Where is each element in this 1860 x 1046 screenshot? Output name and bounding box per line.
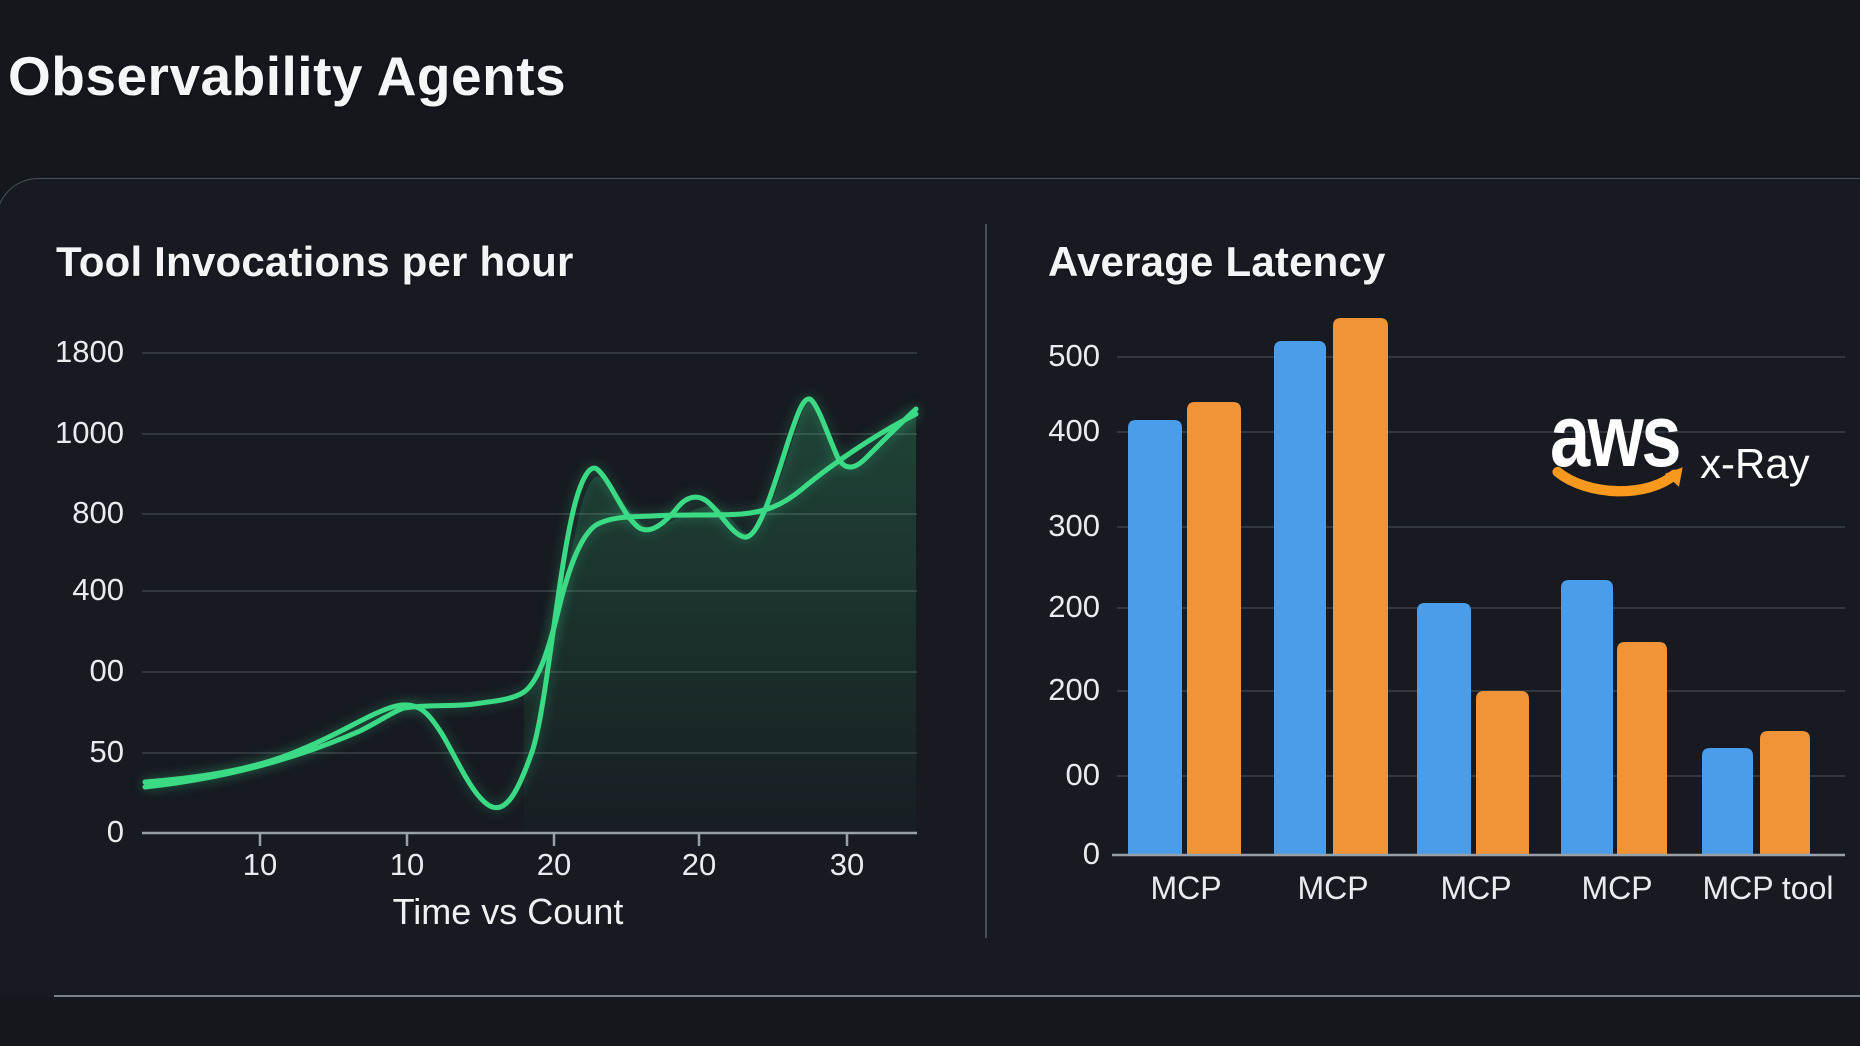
bar-blue	[1702, 748, 1753, 855]
bar-blue	[1561, 580, 1613, 855]
aws-xray-logo: aws x-Ray	[1548, 390, 1858, 510]
bar-orange	[1760, 731, 1810, 855]
bar-orange	[1617, 642, 1667, 855]
xray-product-label: x-Ray	[1700, 440, 1810, 487]
line-chart-title: Tool Invocations per hour	[56, 238, 574, 285]
bar-orange	[1476, 691, 1529, 855]
aws-logo-text: aws	[1550, 386, 1681, 485]
page-title: Observability Agents	[8, 45, 567, 107]
line-series-smooth	[142, 411, 919, 790]
bar-blue	[1417, 603, 1471, 855]
bottom-separator-line	[54, 995, 1860, 997]
bar-orange	[1187, 402, 1241, 855]
bar-blue	[1128, 420, 1182, 855]
bar-orange	[1333, 318, 1388, 855]
bar-blue	[1274, 341, 1326, 855]
aws-smile-icon	[1552, 466, 1683, 497]
line-chart-x-axis-label: Time vs Count	[392, 891, 624, 932]
charts-panel	[0, 178, 1860, 997]
bar-chart-title: Average Latency	[1048, 238, 1386, 285]
panel-divider	[985, 224, 987, 938]
